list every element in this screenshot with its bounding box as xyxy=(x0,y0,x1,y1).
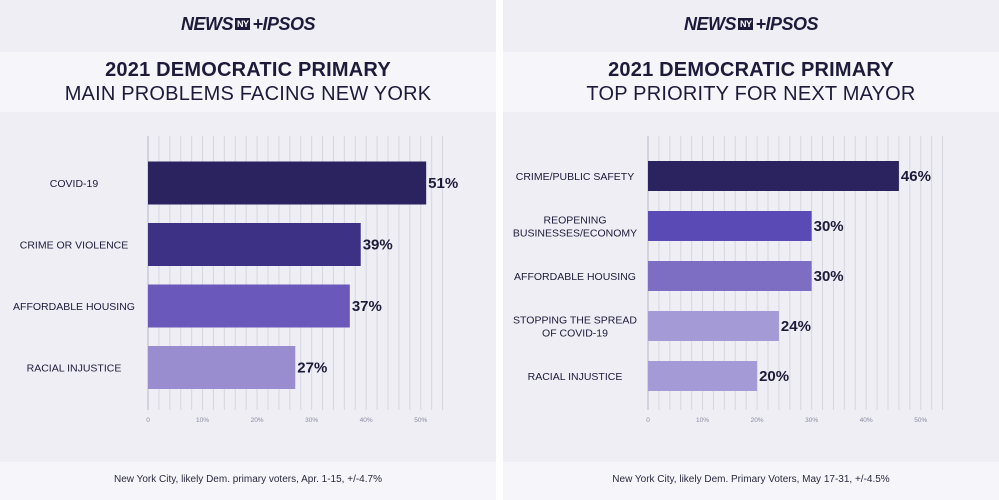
bar xyxy=(648,161,899,191)
bar xyxy=(148,161,427,205)
bar-value-label: 20% xyxy=(759,368,789,385)
spectrum-ipsos-logo: NEWS NY +IPSOS xyxy=(503,14,999,35)
right-panel: NEWS NY +IPSOS 2021 DEMOCRATIC PRIMARY TOP… xyxy=(503,0,999,500)
bar-value-label: 46% xyxy=(901,168,931,185)
left-subtitle: MAIN PROBLEMS FACING NEW YORK xyxy=(64,83,432,105)
bar-value-label: 37% xyxy=(352,298,382,315)
x-tick-label: 0 xyxy=(146,417,150,424)
bar xyxy=(648,261,812,291)
category-label: CRIME/PUBLIC SAFETY xyxy=(516,171,634,183)
category-label: RACIAL INJUSTICE xyxy=(27,363,122,375)
spectrum-ipsos-logo: NEWS NY +IPSOS xyxy=(0,14,496,35)
x-tick-label: 30% xyxy=(305,417,318,424)
logo-ipsos: +IPSOS xyxy=(755,14,819,34)
left-title: 2021 DEMOCRATIC PRIMARY xyxy=(105,59,391,81)
bar-value-label: 39% xyxy=(363,237,393,254)
bar-value-label: 30% xyxy=(814,268,844,285)
category-label: AFFORDABLE HOUSING xyxy=(13,301,135,313)
category-label: STOPPING THE SPREAD xyxy=(513,315,637,327)
x-tick-label: 0 xyxy=(646,417,650,424)
bar xyxy=(648,211,812,241)
logo-news: NEWS xyxy=(180,14,234,34)
bar xyxy=(648,311,779,341)
x-tick-label: 40% xyxy=(860,417,873,424)
bar xyxy=(148,346,296,389)
x-tick-label: 20% xyxy=(251,417,264,424)
right-title-bar: 2021 DEMOCRATIC PRIMARY TOP PRIORITY FOR… xyxy=(503,52,999,112)
bar-value-label: 51% xyxy=(428,175,458,192)
left-title-bar: 2021 DEMOCRATIC PRIMARY MAIN PROBLEMS FA… xyxy=(0,52,496,112)
category-label: COVID-19 xyxy=(50,178,99,190)
logo-ipsos: +IPSOS xyxy=(252,14,316,34)
category-label: AFFORDABLE HOUSING xyxy=(514,271,636,283)
bar-value-label: 30% xyxy=(814,218,844,235)
x-tick-label: 20% xyxy=(751,417,764,424)
left-bar-chart: 0 10% 20% 30% 40% 50% 51% COVID-19 39% CRIME OR V… xyxy=(13,136,458,424)
logo-ny-badge: NY xyxy=(234,18,251,30)
right-bar-chart: 0 10% 20% 30% 40% 50% 46% CRIME/PUBLIC SAFETY 30… xyxy=(513,136,944,424)
x-tick-label: 50% xyxy=(914,417,927,424)
category-label: BUSINESSES/ECONOMY xyxy=(513,228,637,240)
logo-ny-badge: NY xyxy=(737,18,754,30)
x-tick-label: 10% xyxy=(196,417,209,424)
x-tick-label: 40% xyxy=(360,417,373,424)
bar xyxy=(148,223,361,266)
right-footer-note: New York City, likely Dem. Primary Voter… xyxy=(503,462,999,500)
category-label: RACIAL INJUSTICE xyxy=(528,371,623,383)
bar xyxy=(648,361,758,391)
category-label: REOPENING xyxy=(543,215,606,227)
category-label: OF COVID-19 xyxy=(542,328,608,340)
logo-news: NEWS xyxy=(683,14,737,34)
right-subtitle: TOP PRIORITY FOR NEXT MAYOR xyxy=(586,83,916,105)
bar-value-label: 24% xyxy=(781,318,811,335)
right-title: 2021 DEMOCRATIC PRIMARY xyxy=(608,59,894,81)
bar xyxy=(148,284,350,328)
x-tick-label: 10% xyxy=(696,417,709,424)
left-footer-note: New York City, likely Dem. primary voter… xyxy=(0,462,496,500)
left-panel: NEWS NY +IPSOS 2021 DEMOCRATIC PRIMARY MAI… xyxy=(0,0,496,500)
x-tick-label: 50% xyxy=(414,417,427,424)
x-tick-label: 30% xyxy=(805,417,818,424)
bar-value-label: 27% xyxy=(297,360,327,377)
category-label: CRIME OR VIOLENCE xyxy=(20,240,129,252)
